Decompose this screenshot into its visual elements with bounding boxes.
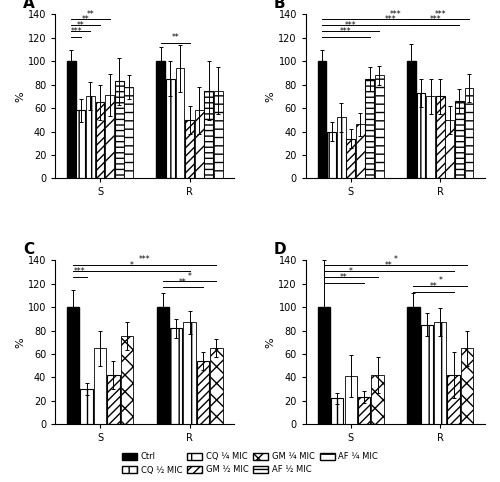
Text: **: ** xyxy=(77,21,85,30)
Bar xyxy=(407,307,420,424)
Bar xyxy=(327,132,336,178)
Text: **: ** xyxy=(82,15,90,25)
Bar xyxy=(67,61,76,178)
Bar xyxy=(115,81,124,178)
Bar xyxy=(420,325,433,424)
Bar xyxy=(105,95,114,178)
Bar xyxy=(446,120,454,178)
Text: *: * xyxy=(349,267,352,276)
Bar xyxy=(372,375,384,424)
Text: **: ** xyxy=(340,273,348,282)
Bar xyxy=(346,138,355,178)
Bar xyxy=(94,348,106,424)
Bar xyxy=(86,96,95,178)
Text: *: * xyxy=(394,255,398,264)
Bar xyxy=(318,61,326,178)
Bar xyxy=(375,75,384,178)
Bar xyxy=(156,307,169,424)
Bar xyxy=(331,399,344,424)
Text: **: ** xyxy=(430,282,438,291)
Bar xyxy=(214,91,223,178)
Bar xyxy=(166,79,175,178)
Y-axis label: %: % xyxy=(266,337,276,348)
Text: ***: *** xyxy=(385,15,396,25)
Bar xyxy=(108,375,120,424)
Bar xyxy=(67,307,80,424)
Bar xyxy=(156,61,165,178)
Text: *: * xyxy=(188,272,192,281)
Bar xyxy=(204,91,213,178)
Bar xyxy=(80,389,93,424)
Text: ***: *** xyxy=(430,15,442,25)
Bar xyxy=(120,336,133,424)
Text: *: * xyxy=(130,261,134,270)
Text: D: D xyxy=(274,242,286,257)
Bar xyxy=(318,307,330,424)
Text: *: * xyxy=(438,277,442,285)
Text: ***: *** xyxy=(434,10,446,18)
Legend: Ctrl, CQ ½ MIC, CQ ¼ MIC, GM ½ MIC, GM ¼ MIC, AF ½ MIC, AF ¼ MIC: Ctrl, CQ ½ MIC, CQ ¼ MIC, GM ½ MIC, GM ¼… xyxy=(119,449,381,478)
Bar xyxy=(434,322,446,424)
Bar xyxy=(461,348,473,424)
Text: ***: *** xyxy=(74,267,86,276)
Text: ***: *** xyxy=(345,21,356,30)
Bar xyxy=(176,68,184,178)
Bar xyxy=(185,120,194,178)
Bar xyxy=(407,61,416,178)
Bar xyxy=(344,376,357,424)
Bar xyxy=(96,102,104,178)
Text: A: A xyxy=(23,0,35,11)
Text: **: ** xyxy=(86,10,94,18)
Y-axis label: %: % xyxy=(266,91,276,102)
Bar xyxy=(358,397,370,424)
Bar xyxy=(464,88,473,178)
Bar xyxy=(426,96,435,178)
Text: **: ** xyxy=(385,261,392,270)
Bar xyxy=(76,110,86,178)
Bar xyxy=(436,96,444,178)
Bar xyxy=(197,361,209,424)
Text: ***: *** xyxy=(340,27,351,36)
Text: ***: *** xyxy=(70,27,82,36)
Bar xyxy=(195,110,203,178)
Y-axis label: %: % xyxy=(15,337,25,348)
Bar xyxy=(455,101,464,178)
Text: C: C xyxy=(23,242,34,257)
Bar xyxy=(184,322,196,424)
Bar xyxy=(416,93,426,178)
Text: **: ** xyxy=(179,278,186,287)
Text: ***: *** xyxy=(390,10,402,18)
Bar xyxy=(448,375,460,424)
Bar xyxy=(210,348,222,424)
Y-axis label: %: % xyxy=(15,91,25,102)
Bar xyxy=(356,124,364,178)
Bar xyxy=(124,87,134,178)
Bar xyxy=(170,328,182,424)
Bar xyxy=(336,118,345,178)
Bar xyxy=(366,79,374,178)
Text: **: ** xyxy=(172,33,179,42)
Text: ***: *** xyxy=(139,255,150,264)
Text: B: B xyxy=(274,0,285,11)
